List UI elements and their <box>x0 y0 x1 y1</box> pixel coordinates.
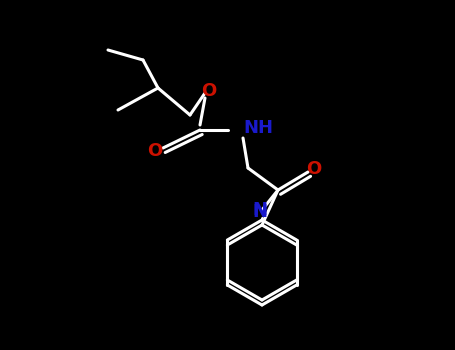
Text: N: N <box>253 201 268 219</box>
Text: O: O <box>202 82 217 100</box>
Text: O: O <box>306 160 322 178</box>
Text: N: N <box>253 203 268 221</box>
Text: O: O <box>147 142 162 160</box>
Text: NH: NH <box>243 119 273 137</box>
